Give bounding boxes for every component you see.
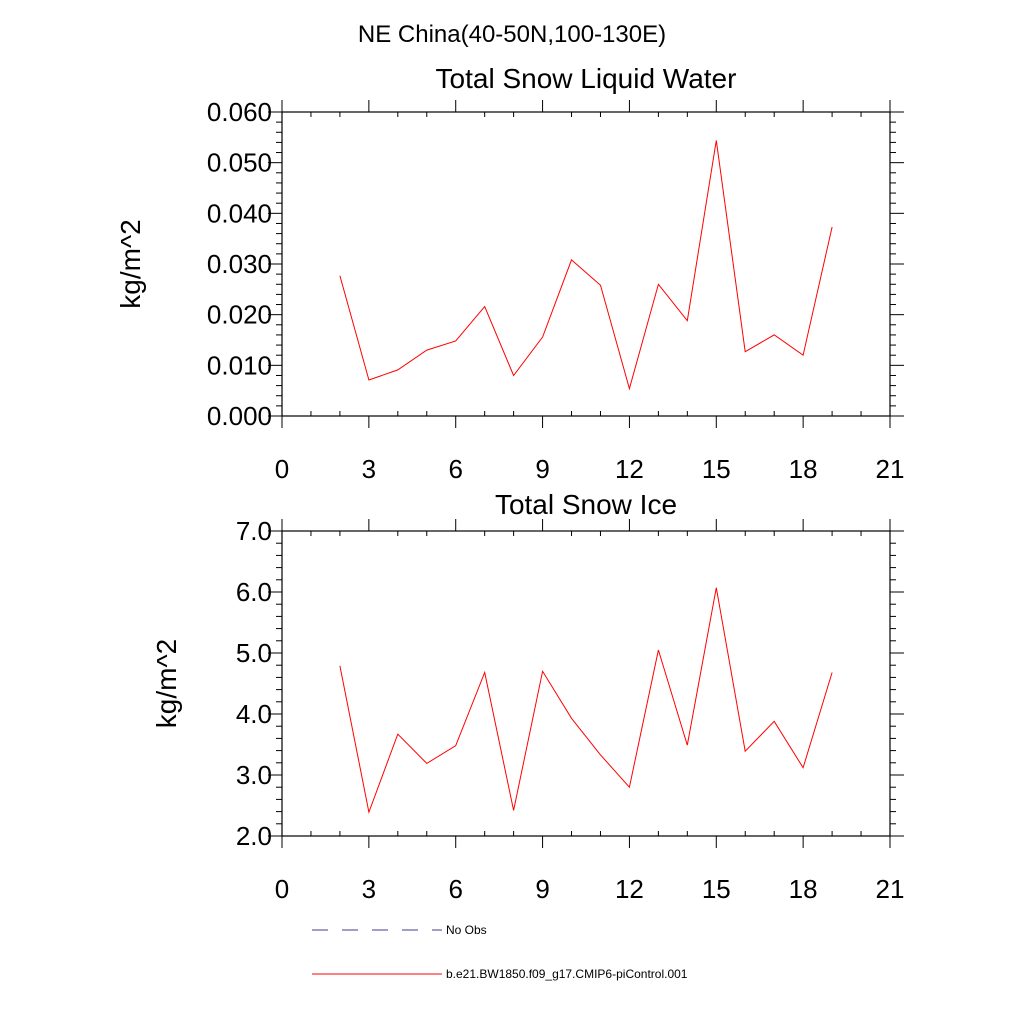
- x-tick-label: 6: [448, 454, 462, 484]
- chart-panels: Total Snow Liquid Water 0 3 6 9 12 15 18 21 0.000…: [115, 63, 904, 904]
- legend-label: b.e21.BW1850.f09_g17.CMIP6-piControl.001: [446, 967, 688, 981]
- y-tick-label: 0.040: [207, 198, 272, 228]
- y-tick-label: 0.000: [207, 401, 272, 431]
- y-tick-label: 4.0: [236, 699, 272, 729]
- y-tick-label: 5.0: [236, 638, 272, 668]
- x-tick-label: 12: [615, 874, 644, 904]
- y-tick-label: 0.030: [207, 249, 272, 279]
- legend-label: No Obs: [446, 923, 487, 937]
- y-tick-label: 0.050: [207, 148, 272, 178]
- chart-title: Total Snow Ice: [495, 489, 677, 520]
- x-tick-label: 21: [876, 874, 905, 904]
- x-tick-label: 15: [702, 454, 731, 484]
- figure-suptitle: NE China(40-50N,100-130E): [358, 21, 666, 48]
- x-tick-label: 18: [789, 454, 818, 484]
- legend: No Obs b.e21.BW1850.f09_g17.CMIP6-piContr…: [312, 923, 688, 981]
- chart-panel-2: Total Snow Ice 0 3 6 9 12 15 18 21 2.0 3.0 4.0 5.0 6.…: [151, 489, 904, 904]
- plot-frame: [281, 111, 891, 417]
- x-tick-label: 0: [275, 454, 289, 484]
- x-tick-label: 9: [535, 874, 549, 904]
- y-axis-label: kg/m^2: [151, 639, 182, 728]
- x-tick-label: 6: [448, 874, 462, 904]
- series-line-1: [339, 587, 833, 815]
- y-tick-label: 3.0: [236, 760, 272, 790]
- x-tick-label: 15: [702, 874, 731, 904]
- x-tick-label: 0: [275, 874, 289, 904]
- x-tick-label: 12: [615, 454, 644, 484]
- x-tick-label: 18: [789, 874, 818, 904]
- x-tick-label: 3: [362, 454, 376, 484]
- y-tick-label: 0.010: [207, 350, 272, 380]
- y-tick-label: 6.0: [236, 577, 272, 607]
- chart-title: Total Snow Liquid Water: [436, 63, 737, 94]
- plot-frame: [281, 530, 891, 837]
- y-tick-label: 0.060: [207, 97, 272, 127]
- y-tick-label: 2.0: [236, 821, 272, 851]
- x-tick-label: 3: [362, 874, 376, 904]
- y-tick-label: 7.0: [236, 516, 272, 546]
- x-tick-label: 9: [535, 454, 549, 484]
- chart-panel-1: Total Snow Liquid Water 0 3 6 9 12 15 18 21 0.000…: [115, 63, 904, 484]
- x-tick-label: 21: [876, 454, 905, 484]
- series-line-1: [339, 140, 833, 391]
- y-tick-label: 0.020: [207, 300, 272, 330]
- y-axis-label: kg/m^2: [115, 219, 146, 308]
